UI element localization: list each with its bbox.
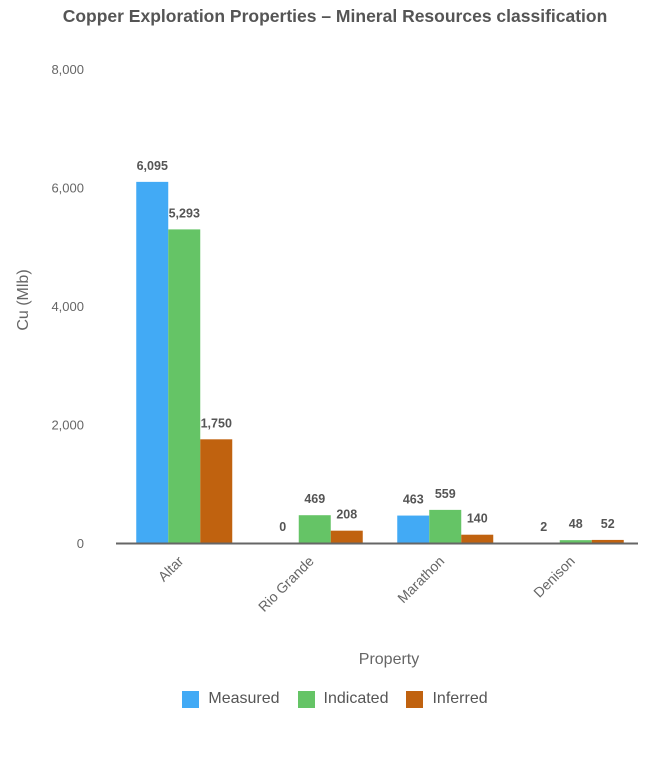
- data-label: 48: [569, 517, 583, 531]
- data-label: 6,095: [137, 159, 168, 173]
- y-axis-title: Cu (Mlb): [15, 269, 32, 330]
- bar-indicated: [168, 229, 201, 543]
- y-tick-label: 4,000: [51, 299, 84, 314]
- legend-label-inferred: Inferred: [432, 690, 488, 707]
- chart: 0 2,000 4,000 6,000 8,000 Cu (Mlb) 6,095 5,293 1…: [15, 62, 638, 668]
- bar-indicated: [559, 540, 592, 543]
- data-label: 1,750: [201, 416, 232, 430]
- bar-indicated: [429, 509, 462, 543]
- data-label: 140: [467, 512, 488, 526]
- x-tick-label: Rio Grande: [255, 553, 317, 615]
- y-tick-label: 8,000: [51, 62, 84, 77]
- bar-measured: [397, 515, 430, 543]
- legend-item-indicated[interactable]: Indicated: [297, 690, 389, 708]
- data-label: 0: [279, 520, 286, 534]
- data-label: 559: [435, 487, 456, 501]
- chart-title: Copper Exploration Properties – Mineral …: [62, 6, 608, 26]
- x-axis-title: Property: [359, 651, 419, 668]
- bar-inferred: [461, 534, 494, 543]
- data-label: 208: [336, 508, 357, 522]
- data-label: 469: [304, 492, 325, 506]
- legend-swatch-measured: [182, 690, 200, 708]
- data-label: 463: [403, 493, 424, 507]
- x-tick-label: Marathon: [394, 553, 447, 606]
- bar-inferred: [591, 539, 624, 543]
- data-label: 5,293: [169, 206, 200, 220]
- legend-swatch-indicated: [297, 690, 315, 708]
- legend-item-measured[interactable]: Measured: [182, 690, 280, 708]
- data-label: 2: [540, 520, 547, 534]
- legend-item-inferred[interactable]: Inferred: [406, 690, 488, 708]
- x-tick-label: Denison: [530, 553, 578, 601]
- bar-inferred: [330, 530, 363, 543]
- data-label: 52: [601, 517, 615, 531]
- x-tick-label: Altar: [155, 553, 187, 585]
- y-tick-label: 2,000: [51, 418, 84, 433]
- bar-measured: [136, 181, 169, 543]
- y-tick-label: 0: [77, 536, 84, 551]
- bar-inferred: [200, 439, 233, 543]
- legend-label-measured: Measured: [208, 690, 280, 707]
- legend: Measured Indicated Inferred: [0, 690, 670, 708]
- bar-indicated: [298, 515, 331, 543]
- legend-label-indicated: Indicated: [323, 690, 389, 707]
- y-tick-label: 6,000: [51, 181, 84, 196]
- legend-swatch-inferred: [406, 690, 424, 708]
